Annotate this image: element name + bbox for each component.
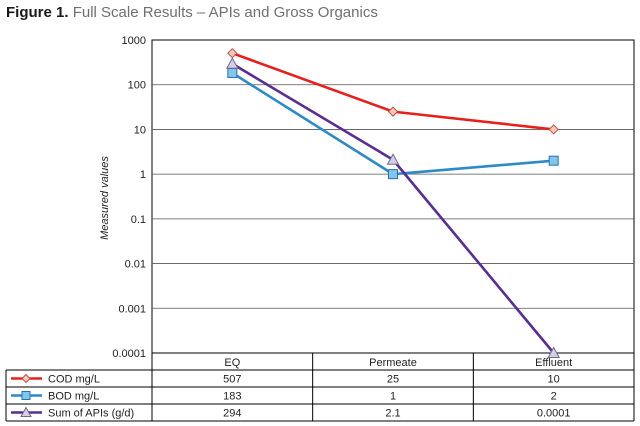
data-point xyxy=(227,67,238,78)
x-category-label: Effluent xyxy=(535,357,572,369)
y-axis-label: Measured values xyxy=(99,156,111,240)
data-point xyxy=(225,57,239,69)
legend-label: Sum of APIs (g/d) xyxy=(48,408,134,420)
table-cell-value: 25 xyxy=(387,374,399,386)
data-point xyxy=(548,124,559,135)
figure-title: Figure 1. Full Scale Results – APIs and … xyxy=(6,4,378,21)
legend-marker xyxy=(21,391,31,400)
table-cell-value: 10 xyxy=(548,374,560,386)
y-tick-label: 10 xyxy=(134,124,146,136)
table-cell-value: 1 xyxy=(390,391,396,403)
legend-marker xyxy=(20,406,32,417)
data-point xyxy=(547,346,561,358)
y-tick-label: 0.0001 xyxy=(112,348,146,360)
table-cell-value: 2.1 xyxy=(385,408,400,420)
table-cell-value: 294 xyxy=(223,408,241,420)
y-tick-label: 1 xyxy=(140,169,146,181)
x-category-label: EQ xyxy=(224,357,240,369)
y-tick-label: 0.001 xyxy=(118,303,146,315)
x-category-label: Permeate xyxy=(369,357,417,369)
table-cell-value: 507 xyxy=(223,374,241,386)
figure-title-text: Full Scale Results – APIs and Gross Orga… xyxy=(72,4,378,21)
legend-marker xyxy=(21,373,31,384)
table-cell-value: 183 xyxy=(223,391,241,403)
data-point xyxy=(548,155,559,166)
y-tick-label: 1000 xyxy=(122,35,146,47)
y-tick-label: 100 xyxy=(128,80,146,92)
y-tick-label: 0.1 xyxy=(131,214,146,226)
table-cell-value: 0.0001 xyxy=(537,408,571,420)
legend-label: COD mg/L xyxy=(48,374,100,386)
data-point xyxy=(387,106,399,117)
table-cell-value: 2 xyxy=(551,391,557,403)
legend-label: BOD mg/L xyxy=(48,391,99,403)
data-point xyxy=(386,153,400,165)
plot-area xyxy=(151,39,635,354)
y-tick-label: 0.01 xyxy=(125,259,146,271)
figure-label: Figure 1. xyxy=(6,4,69,21)
data-point xyxy=(388,169,398,180)
